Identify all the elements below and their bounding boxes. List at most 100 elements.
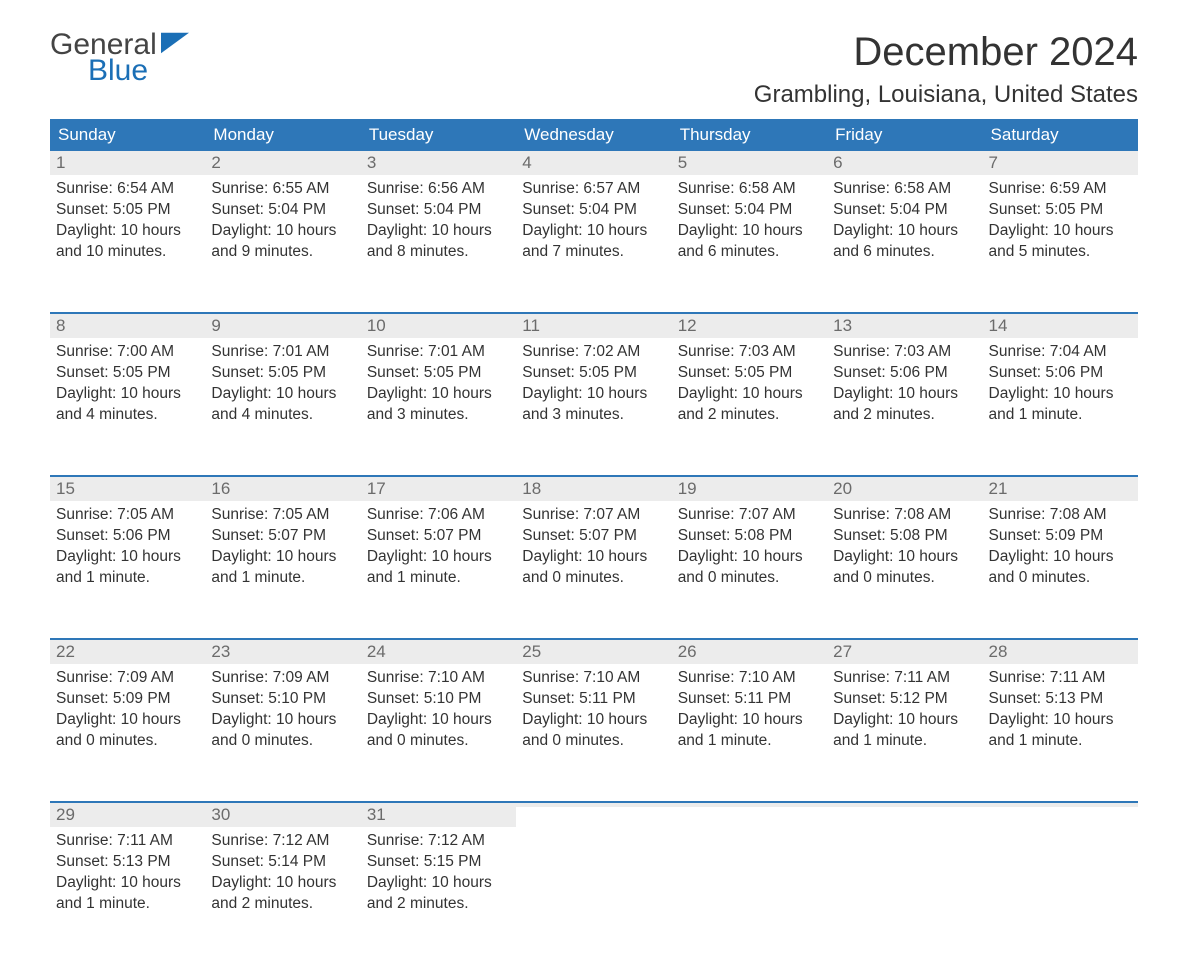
daylight-line: and 0 minutes.: [833, 568, 976, 589]
day-data: Sunrise: 7:11 AMSunset: 5:13 PMDaylight:…: [983, 664, 1138, 760]
sunrise-line: Sunrise: 7:03 AM: [678, 342, 821, 363]
daylight-line: and 6 minutes.: [833, 242, 976, 263]
day-header: Friday: [827, 119, 982, 151]
daylight-line: Daylight: 10 hours: [367, 710, 510, 731]
daylight-line: Daylight: 10 hours: [367, 384, 510, 405]
sunrise-line: Sunrise: 6:58 AM: [833, 179, 976, 200]
daylight-line: and 1 minute.: [989, 405, 1132, 426]
day-number: 3: [361, 151, 516, 175]
day-cell: Sunrise: 7:02 AMSunset: 5:05 PMDaylight:…: [516, 338, 671, 458]
daylight-line: and 10 minutes.: [56, 242, 199, 263]
sunrise-line: Sunrise: 7:05 AM: [211, 505, 354, 526]
sunrise-line: Sunrise: 7:12 AM: [367, 831, 510, 852]
daylight-line: and 0 minutes.: [678, 568, 821, 589]
day-number-cell: 21: [983, 476, 1138, 501]
sunset-line: Sunset: 5:08 PM: [678, 526, 821, 547]
sunrise-line: Sunrise: 7:09 AM: [211, 668, 354, 689]
sunrise-line: Sunrise: 6:57 AM: [522, 179, 665, 200]
daylight-line: and 1 minute.: [367, 568, 510, 589]
day-data: [983, 827, 1138, 839]
day-cell: Sunrise: 7:11 AMSunset: 5:13 PMDaylight:…: [983, 664, 1138, 784]
day-header-row: Sunday Monday Tuesday Wednesday Thursday…: [50, 119, 1138, 151]
day-cell: Sunrise: 7:00 AMSunset: 5:05 PMDaylight:…: [50, 338, 205, 458]
daylight-line: and 0 minutes.: [211, 731, 354, 752]
day-cell: [827, 827, 982, 947]
sunset-line: Sunset: 5:04 PM: [211, 200, 354, 221]
sunrise-line: Sunrise: 7:08 AM: [833, 505, 976, 526]
day-number-cell: 23: [205, 639, 360, 664]
daylight-line: and 1 minute.: [56, 568, 199, 589]
day-number-cell: 15: [50, 476, 205, 501]
day-cell: Sunrise: 6:55 AMSunset: 5:04 PMDaylight:…: [205, 175, 360, 295]
day-number: 1: [50, 151, 205, 175]
day-number-cell: 29: [50, 802, 205, 827]
day-data: Sunrise: 7:10 AMSunset: 5:10 PMDaylight:…: [361, 664, 516, 760]
sunrise-line: Sunrise: 7:05 AM: [56, 505, 199, 526]
day-cell: Sunrise: 6:58 AMSunset: 5:04 PMDaylight:…: [827, 175, 982, 295]
day-number: 24: [361, 640, 516, 664]
day-number: [672, 803, 827, 807]
sunset-line: Sunset: 5:05 PM: [56, 200, 199, 221]
day-number-cell: 27: [827, 639, 982, 664]
week-daynum-row: 1234567: [50, 151, 1138, 175]
calendar-table: Sunday Monday Tuesday Wednesday Thursday…: [50, 119, 1138, 947]
day-cell: Sunrise: 7:10 AMSunset: 5:10 PMDaylight:…: [361, 664, 516, 784]
day-number: 11: [516, 314, 671, 338]
day-header: Wednesday: [516, 119, 671, 151]
sunset-line: Sunset: 5:14 PM: [211, 852, 354, 873]
day-number: 28: [983, 640, 1138, 664]
sunrise-line: Sunrise: 7:10 AM: [367, 668, 510, 689]
day-number-cell: 4: [516, 151, 671, 175]
daylight-line: Daylight: 10 hours: [833, 710, 976, 731]
day-data: Sunrise: 7:05 AMSunset: 5:07 PMDaylight:…: [205, 501, 360, 597]
day-number-cell: 10: [361, 313, 516, 338]
sunrise-line: Sunrise: 6:59 AM: [989, 179, 1132, 200]
sunset-line: Sunset: 5:06 PM: [833, 363, 976, 384]
sunrise-line: Sunrise: 7:11 AM: [56, 831, 199, 852]
daylight-line: and 5 minutes.: [989, 242, 1132, 263]
daylight-line: Daylight: 10 hours: [989, 710, 1132, 731]
day-cell: Sunrise: 7:06 AMSunset: 5:07 PMDaylight:…: [361, 501, 516, 621]
day-data: Sunrise: 7:00 AMSunset: 5:05 PMDaylight:…: [50, 338, 205, 434]
day-number: 25: [516, 640, 671, 664]
daylight-line: Daylight: 10 hours: [56, 710, 199, 731]
sunset-line: Sunset: 5:09 PM: [56, 689, 199, 710]
day-number: 5: [672, 151, 827, 175]
day-header: Sunday: [50, 119, 205, 151]
logo-flag-icon: [161, 41, 189, 58]
day-data: Sunrise: 6:57 AMSunset: 5:04 PMDaylight:…: [516, 175, 671, 271]
daylight-line: and 9 minutes.: [211, 242, 354, 263]
daylight-line: and 4 minutes.: [211, 405, 354, 426]
day-number-cell: 14: [983, 313, 1138, 338]
sunset-line: Sunset: 5:10 PM: [367, 689, 510, 710]
day-cell: Sunrise: 7:05 AMSunset: 5:06 PMDaylight:…: [50, 501, 205, 621]
day-number: 15: [50, 477, 205, 501]
day-cell: Sunrise: 7:07 AMSunset: 5:07 PMDaylight:…: [516, 501, 671, 621]
sunset-line: Sunset: 5:04 PM: [522, 200, 665, 221]
day-data: Sunrise: 7:03 AMSunset: 5:06 PMDaylight:…: [827, 338, 982, 434]
day-data: Sunrise: 7:07 AMSunset: 5:07 PMDaylight:…: [516, 501, 671, 597]
daylight-line: Daylight: 10 hours: [211, 873, 354, 894]
sunset-line: Sunset: 5:09 PM: [989, 526, 1132, 547]
daylight-line: Daylight: 10 hours: [367, 547, 510, 568]
day-number: 7: [983, 151, 1138, 175]
sunrise-line: Sunrise: 7:12 AM: [211, 831, 354, 852]
sunrise-line: Sunrise: 7:07 AM: [678, 505, 821, 526]
week-daynum-row: 15161718192021: [50, 476, 1138, 501]
day-number-cell: 9: [205, 313, 360, 338]
month-title: December 2024: [754, 30, 1138, 75]
sunrise-line: Sunrise: 7:11 AM: [989, 668, 1132, 689]
week-data-row: Sunrise: 7:00 AMSunset: 5:05 PMDaylight:…: [50, 338, 1138, 458]
day-data: Sunrise: 7:10 AMSunset: 5:11 PMDaylight:…: [516, 664, 671, 760]
day-number: 19: [672, 477, 827, 501]
day-cell: Sunrise: 7:05 AMSunset: 5:07 PMDaylight:…: [205, 501, 360, 621]
daylight-line: and 2 minutes.: [211, 894, 354, 915]
day-cell: [516, 827, 671, 947]
day-cell: Sunrise: 7:09 AMSunset: 5:09 PMDaylight:…: [50, 664, 205, 784]
sunset-line: Sunset: 5:05 PM: [989, 200, 1132, 221]
day-number: 31: [361, 803, 516, 827]
day-cell: Sunrise: 7:12 AMSunset: 5:14 PMDaylight:…: [205, 827, 360, 947]
sunrise-line: Sunrise: 7:11 AM: [833, 668, 976, 689]
daylight-line: Daylight: 10 hours: [367, 221, 510, 242]
sunrise-line: Sunrise: 6:54 AM: [56, 179, 199, 200]
